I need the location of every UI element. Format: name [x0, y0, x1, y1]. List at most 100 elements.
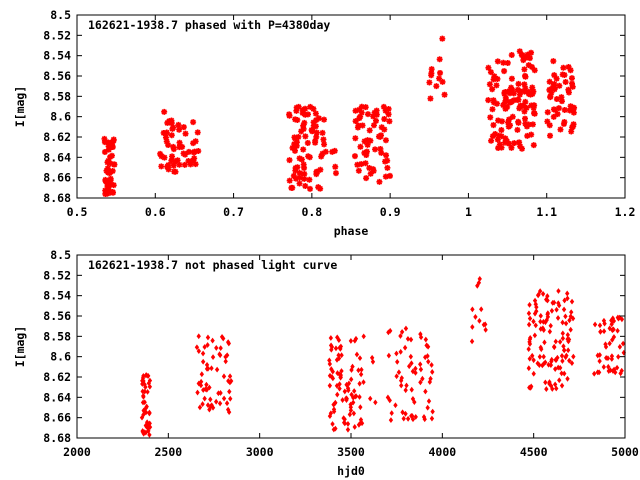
unphased-light-curve-plot: 8.5 8.52 8.54 8.56 8.58 8.6 8.62 8.64 8.66 8.6820… — [13, 248, 639, 478]
data-point — [340, 397, 345, 403]
data-point — [607, 325, 612, 332]
data-point — [384, 164, 391, 171]
data-point — [296, 170, 303, 177]
data-point — [225, 406, 231, 413]
data-point — [423, 354, 428, 361]
data-point — [543, 379, 548, 386]
data-point — [158, 163, 165, 170]
data-point — [498, 118, 505, 125]
data-point — [172, 168, 179, 175]
data-point — [527, 91, 534, 98]
data-point — [559, 71, 566, 78]
data-point — [550, 106, 557, 113]
data-point — [567, 317, 572, 324]
data-point — [286, 157, 293, 164]
data-point — [398, 333, 403, 339]
data-point — [547, 379, 552, 385]
y-tick-label: 8.58 — [43, 329, 71, 343]
data-point — [295, 133, 302, 140]
data-point — [490, 76, 497, 83]
data-point — [516, 139, 523, 146]
data-point — [597, 352, 602, 358]
data-point — [196, 333, 201, 340]
data-point — [349, 391, 354, 398]
data-point — [537, 353, 543, 360]
data-point — [526, 365, 531, 372]
data-point — [352, 388, 357, 394]
data-point — [566, 107, 573, 114]
data-point — [378, 124, 385, 131]
data-point — [408, 336, 414, 343]
data-point — [514, 86, 521, 93]
data-point — [180, 124, 187, 131]
data-point — [384, 157, 391, 164]
data-point — [346, 380, 352, 387]
data-point — [315, 115, 322, 122]
data-point — [342, 420, 347, 426]
data-point — [314, 168, 321, 175]
data-point — [141, 393, 146, 400]
data-point — [169, 125, 176, 132]
x-axis-label: phase — [334, 224, 369, 238]
y-tick-label: 8.68 — [43, 191, 71, 205]
data-point — [349, 367, 354, 373]
data-point — [207, 384, 212, 391]
data-point — [545, 293, 550, 299]
data-point — [357, 143, 364, 150]
data-point — [292, 116, 299, 123]
data-point — [227, 388, 232, 395]
data-point — [433, 83, 440, 90]
data-point — [327, 357, 332, 364]
data-point — [306, 176, 313, 183]
y-axis-label: I[mag] — [13, 86, 27, 128]
data-point — [560, 358, 565, 364]
data-point — [289, 184, 296, 191]
data-point — [209, 402, 214, 409]
data-point — [557, 126, 564, 133]
data-point — [425, 404, 430, 411]
data-point — [550, 113, 557, 120]
data-point — [224, 352, 230, 359]
data-point — [313, 117, 320, 124]
data-point — [313, 129, 320, 136]
data-point — [495, 117, 502, 124]
data-point — [141, 411, 146, 418]
data-point — [226, 340, 232, 347]
data-point — [301, 119, 308, 126]
x-axis-label: hjd0 — [337, 464, 365, 478]
data-point — [102, 187, 109, 194]
data-point — [402, 344, 408, 351]
data-point — [496, 141, 503, 148]
data-point — [187, 161, 194, 168]
data-point — [348, 407, 354, 414]
data-point — [560, 120, 567, 127]
data-point — [389, 410, 394, 417]
data-point — [329, 366, 334, 373]
data-point — [350, 399, 356, 406]
data-point — [207, 406, 212, 413]
data-point — [327, 382, 333, 389]
data-point — [515, 80, 522, 87]
data-point — [348, 338, 354, 344]
data-point — [107, 175, 114, 182]
data-point — [333, 345, 339, 352]
data-point — [530, 352, 535, 359]
data-point — [522, 54, 529, 61]
data-point — [205, 342, 210, 348]
data-point — [502, 105, 509, 112]
data-point — [501, 89, 508, 96]
data-point — [503, 138, 510, 145]
data-point — [607, 340, 612, 347]
data-point — [490, 122, 497, 129]
data-point — [331, 406, 337, 413]
data-point — [569, 83, 576, 90]
data-point — [550, 58, 557, 65]
data-point — [534, 304, 539, 311]
data-point — [544, 317, 549, 323]
data-point — [477, 275, 482, 282]
data-point — [560, 319, 565, 326]
data-point — [527, 315, 533, 322]
data-point — [567, 67, 574, 74]
data-point — [145, 389, 150, 395]
data-point — [568, 75, 575, 82]
